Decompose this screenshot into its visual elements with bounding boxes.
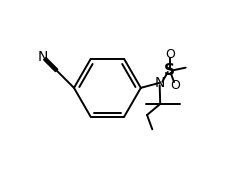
Text: S: S: [164, 63, 175, 78]
Text: O: O: [170, 79, 179, 92]
Text: N: N: [37, 50, 48, 64]
Text: O: O: [164, 48, 174, 61]
Text: N: N: [154, 75, 165, 90]
